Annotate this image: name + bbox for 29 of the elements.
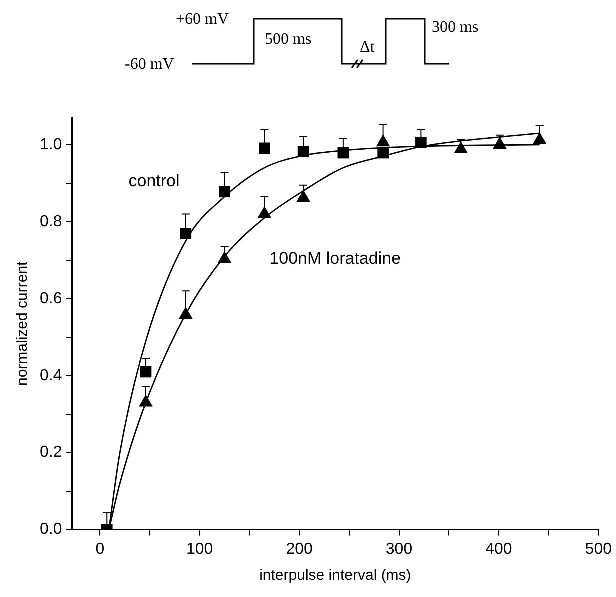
point (416, 136, 427, 148)
x-tick-label: 100 (186, 540, 214, 558)
y-axis-title: normalized current (14, 260, 32, 386)
point (338, 147, 350, 159)
point (454, 142, 468, 154)
point (298, 146, 310, 158)
point (378, 147, 389, 159)
voltage-protocol-diagram: +60 mV -60 mV 500 ms Δt 300 ms (124, 10, 480, 75)
point (180, 228, 192, 240)
text: control (128, 172, 180, 191)
x-tick-label: 0 (96, 540, 105, 558)
y-tick-label: 0.6 (40, 290, 62, 308)
y-tick-label: 0.0 (40, 521, 62, 538)
point (532, 132, 547, 144)
y-tick-label: 1.0 (40, 136, 62, 154)
series-label: 100nM loratadine (270, 248, 402, 268)
y-tick-label: 0.4 (40, 367, 62, 384)
y-tick-label: 0.2 (40, 444, 62, 462)
point (259, 142, 270, 154)
point (139, 394, 153, 407)
point (493, 136, 507, 149)
x-tick-label: 200 (286, 540, 313, 558)
y-tick-label: 0.8 (40, 213, 62, 230)
x-tick-label: 400 (486, 540, 512, 558)
x-tick-label: 500 (585, 540, 612, 558)
point (219, 186, 230, 198)
x-axis-title: interpulse interval (ms) (260, 567, 412, 584)
point (178, 307, 193, 320)
x-tick-label: 300 (386, 540, 413, 558)
